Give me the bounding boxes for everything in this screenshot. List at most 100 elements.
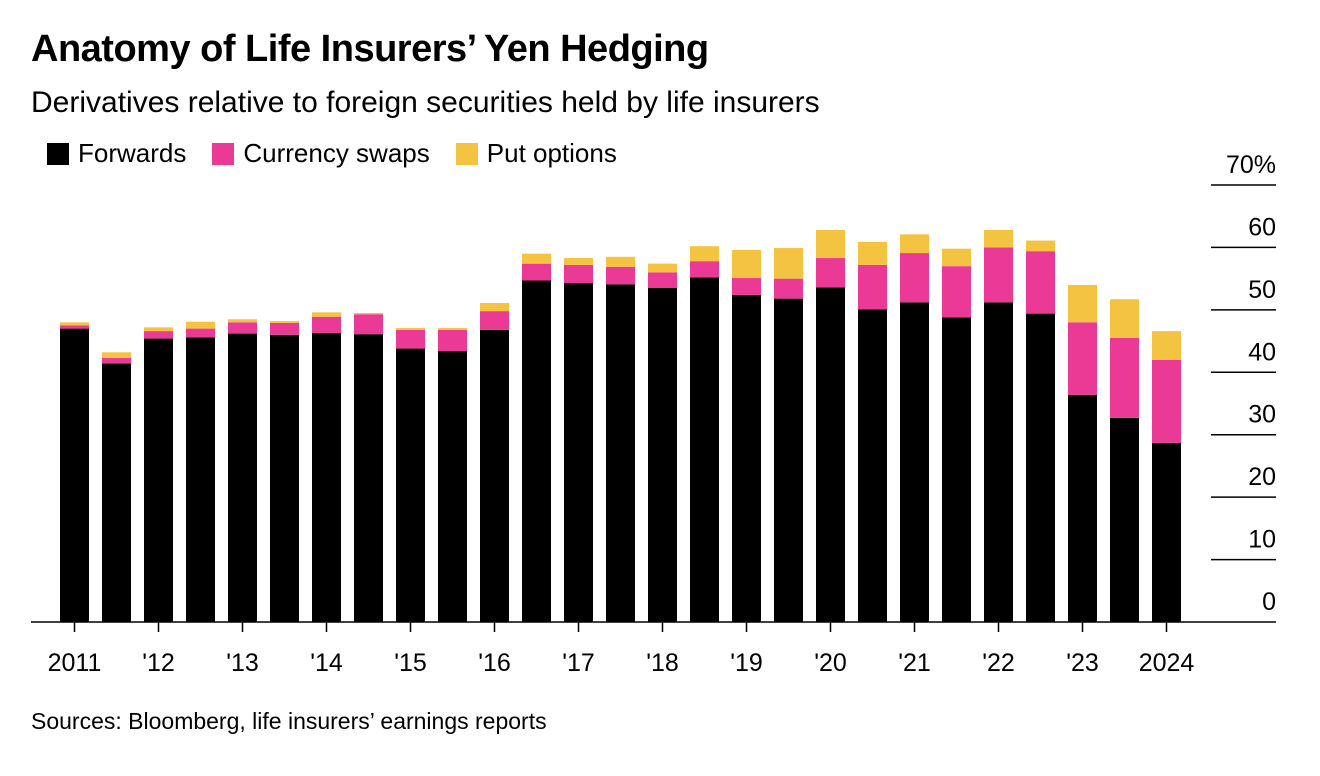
bar-forwards-2022-h1 [984, 302, 1013, 622]
bar-currency-swaps-2016-h2 [522, 263, 551, 281]
bar-forwards-2013-h2 [270, 334, 299, 622]
bar-put-options-2024-h1 [1152, 331, 1181, 360]
legend-swatch-put-options [455, 142, 478, 165]
legend-swatch-currency-swaps [212, 142, 235, 165]
bar-forwards-2011-h1 [60, 328, 89, 622]
bar-put-options-2020-h1 [816, 229, 845, 259]
bar-currency-swaps-2020-h1 [816, 258, 845, 288]
bar-put-options-2022-h2 [1026, 240, 1055, 252]
x-tick-label-17: '17 [562, 649, 595, 677]
x-tick-label-20: '20 [814, 649, 847, 677]
bar-currency-swaps-2017-h1 [564, 264, 593, 284]
y-tick-label-10: 10 [1248, 526, 1276, 554]
bar-currency-swaps-2018-h2 [690, 261, 719, 278]
x-tick-label-18: '18 [646, 649, 679, 677]
bar-put-options-2014-h1 [312, 312, 341, 317]
y-tick-label-70: 70% [1226, 151, 1276, 179]
bar-put-options-2016-h1 [480, 302, 509, 312]
bar-put-options-2021-h1 [900, 234, 929, 254]
bar-forwards-2022-h2 [1026, 313, 1055, 622]
bar-forwards-2015-h1 [396, 348, 425, 622]
bar-currency-swaps-2022-h1 [984, 247, 1013, 303]
bar-put-options-2012-h1 [144, 327, 173, 332]
legend-item-put-options: Put options [455, 138, 617, 169]
bar-forwards-2020-h2 [858, 309, 887, 622]
bar-forwards-2014-h1 [312, 332, 341, 622]
chart-title: Anatomy of Life Insurers’ Yen Hedging [31, 28, 709, 70]
bar-currency-swaps-2014-h1 [312, 316, 341, 333]
bar-forwards-2016-h1 [480, 329, 509, 622]
x-tick-label-12: '12 [142, 649, 175, 677]
bar-put-options-2014-h2 [354, 312, 383, 315]
bar-put-options-2023-h1 [1068, 284, 1097, 323]
legend-item-forwards: Forwards [47, 138, 186, 169]
y-tick-label-0: 0 [1262, 588, 1276, 616]
bar-forwards-2023-h1 [1068, 394, 1097, 622]
source-note: Sources: Bloomberg, life insurers’ earni… [31, 708, 547, 734]
bar-forwards-2017-h1 [564, 283, 593, 622]
x-tick-label-16: '16 [478, 649, 511, 677]
bar-put-options-2017-h2 [606, 256, 635, 267]
bar-put-options-2013-h2 [270, 321, 299, 323]
bar-forwards-2017-h2 [606, 284, 635, 622]
bar-currency-swaps-2015-h2 [438, 329, 467, 352]
x-tick-label-19: '19 [730, 649, 763, 677]
bar-forwards-2018-h2 [690, 277, 719, 622]
chart-subtitle: Derivatives relative to foreign securiti… [31, 86, 820, 119]
bar-currency-swaps-2019-h2 [774, 278, 803, 299]
bar-put-options-2011-h2 [102, 352, 131, 358]
bar-currency-swaps-2016-h1 [480, 311, 509, 330]
bar-put-options-2011-h1 [60, 322, 89, 326]
bar-currency-swaps-2015-h1 [396, 329, 425, 349]
legend-item-currency-swaps: Currency swaps [212, 138, 430, 169]
bar-put-options-2019-h1 [732, 249, 761, 279]
legend-label-currency-swaps: Currency swaps [243, 138, 430, 168]
bars-layer [60, 229, 1181, 622]
bar-put-options-2020-h2 [858, 241, 887, 265]
legend: Forwards Currency swaps Put options [47, 138, 643, 169]
legend-label-forwards: Forwards [78, 138, 187, 168]
x-tick-label-15: '15 [394, 649, 427, 677]
bar-forwards-2014-h2 [354, 334, 383, 622]
bar-currency-swaps-2024-h1 [1152, 359, 1181, 443]
bar-currency-swaps-2012-h1 [144, 331, 173, 339]
bar-put-options-2015-h2 [438, 327, 467, 330]
bar-currency-swaps-2017-h2 [606, 266, 635, 285]
bar-forwards-2012-h1 [144, 338, 173, 622]
bar-forwards-2021-h1 [900, 302, 929, 622]
bar-forwards-2021-h2 [942, 317, 971, 622]
bar-put-options-2013-h1 [228, 319, 257, 323]
x-tick-label-23: '23 [1066, 649, 1099, 677]
bar-forwards-2011-h2 [102, 363, 131, 622]
bar-put-options-2021-h2 [942, 248, 971, 267]
bar-put-options-2012-h2 [186, 321, 215, 329]
bar-currency-swaps-2023-h1 [1068, 322, 1097, 395]
bar-put-options-2018-h2 [690, 246, 719, 262]
x-tick-label-21: '21 [898, 649, 931, 677]
y-tick-label-20: 20 [1248, 463, 1276, 491]
bar-forwards-2013-h1 [228, 333, 257, 622]
x-axis: 2011 '12 '13 '14 '15 '16 '17 '18 '19 '20 '21 '22 '23… [31, 621, 1276, 677]
bar-currency-swaps-2011-h2 [102, 357, 131, 364]
bar-forwards-2015-h2 [438, 351, 467, 622]
legend-label-put-options: Put options [486, 138, 617, 168]
y-tick-label-30: 30 [1248, 401, 1276, 429]
bar-currency-swaps-2023-h2 [1110, 337, 1139, 418]
bar-currency-swaps-2020-h2 [858, 264, 887, 310]
bar-put-options-2015-h1 [396, 327, 425, 330]
y-tick-label-50: 50 [1248, 276, 1276, 304]
x-tick-label-14: '14 [310, 649, 343, 677]
bar-forwards-2024-h1 [1152, 442, 1181, 622]
bar-forwards-2018-h1 [648, 288, 677, 622]
y-axis: 0 10 20 30 40 50 60 70% [1211, 151, 1276, 616]
bar-put-options-2016-h2 [522, 253, 551, 264]
x-tick-label-13: '13 [226, 649, 259, 677]
bar-currency-swaps-2018-h1 [648, 272, 677, 289]
bar-currency-swaps-2019-h1 [732, 278, 761, 295]
bar-put-options-2019-h2 [774, 248, 803, 279]
bar-forwards-2020-h1 [816, 287, 845, 622]
bar-forwards-2012-h2 [186, 337, 215, 622]
x-tick-label-2024: 2024 [1139, 649, 1195, 677]
bar-put-options-2018-h1 [648, 263, 677, 273]
